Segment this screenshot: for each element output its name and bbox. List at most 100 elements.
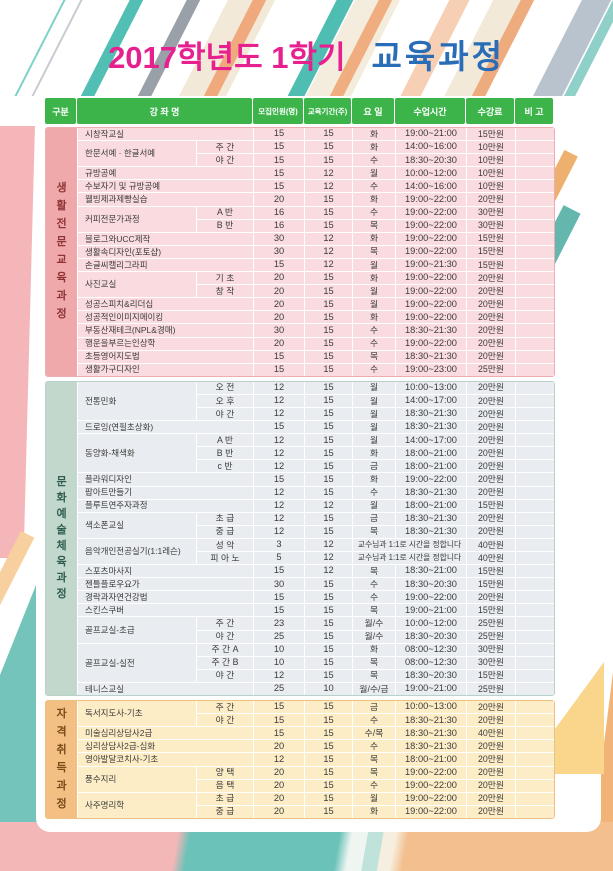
time-cell: 19:00~22:00: [396, 193, 466, 206]
time-cell: 18:30~21:30: [396, 714, 466, 727]
fee-cell: 10만원: [467, 141, 515, 154]
weeks-cell: 15: [305, 591, 352, 604]
fee-cell: 20만원: [467, 525, 515, 538]
remark-cell: [516, 714, 554, 727]
fee-cell: 20만원: [467, 407, 515, 421]
time-cell: 19:00~22:00: [396, 311, 466, 324]
category-char: 과: [56, 779, 67, 792]
class-sub-cell: 주 간: [197, 141, 253, 154]
fee-cell: 20만원: [467, 779, 515, 792]
capacity-cell: 15: [254, 701, 304, 714]
weeks-cell: 15: [305, 779, 352, 792]
fee-cell: 20만원: [467, 766, 515, 779]
left-pink-ribbon: [0, 126, 35, 558]
weeks-cell: 15: [305, 486, 352, 499]
category-char: 생: [56, 182, 67, 195]
title-subject: 교육과정: [371, 38, 505, 75]
course-name-cell: 풍수지리: [78, 766, 196, 792]
course-name-cell: 골프교실-실전: [78, 643, 196, 682]
header-cell-4: 요 일: [352, 98, 394, 124]
day-cell: 월: [353, 407, 395, 421]
day-cell: 수: [353, 591, 395, 604]
course-table-sections: 생 활 전 문 교 육 과 정 시창작교실 15 15 화 19:00~21:00 15만원 한문서예 · …: [45, 127, 555, 819]
weeks-cell: 15: [305, 792, 352, 805]
capacity-cell: 15: [254, 141, 304, 154]
weeks-cell: 15: [305, 298, 352, 311]
fee-cell: 15만원: [467, 604, 515, 617]
remark-cell: [516, 604, 554, 617]
weeks-cell: 15: [305, 324, 352, 337]
time-cell: 08:00~12:30: [396, 643, 466, 656]
fee-cell: 30만원: [467, 206, 515, 219]
class-sub-cell: 기 초: [197, 272, 253, 285]
course-name-cell: 팝아트만들기: [78, 486, 253, 499]
capacity-cell: 15: [254, 727, 304, 740]
capacity-cell: 30: [254, 324, 304, 337]
fee-cell: 20만원: [467, 421, 515, 434]
class-sub-cell: 야 간: [197, 154, 253, 167]
day-cell: 화: [353, 272, 395, 285]
weeks-cell: 15: [305, 753, 352, 766]
class-sub-cell: 중 급: [197, 805, 253, 818]
schedule-note-cell: 교수님과 1:1로 시간을 정합니다: [353, 552, 466, 565]
remark-cell: [516, 311, 554, 324]
fee-cell: 30만원: [467, 656, 515, 669]
time-cell: 18:30~21:30: [396, 350, 466, 363]
remark-cell: [516, 219, 554, 232]
weeks-cell: 15: [305, 350, 352, 363]
header-cell-2: 모집인원(명): [253, 98, 303, 124]
day-cell: 금: [353, 512, 395, 525]
fee-cell: 25만원: [467, 617, 515, 630]
weeks-cell: 15: [305, 381, 352, 394]
capacity-cell: 12: [254, 512, 304, 525]
weeks-cell: 15: [305, 141, 352, 154]
class-sub-cell: 주 간: [197, 701, 253, 714]
page-title: 2017학년도 1학기 교육과정: [0, 30, 613, 78]
weeks-cell: 12: [305, 167, 352, 180]
weeks-cell: 15: [305, 154, 352, 167]
fee-cell: 20만원: [467, 753, 515, 766]
day-cell: 금: [353, 460, 395, 473]
weeks-cell: 15: [305, 311, 352, 324]
capacity-cell: 20: [254, 272, 304, 285]
category-char: 활: [56, 200, 67, 213]
fee-cell: 20만원: [467, 298, 515, 311]
time-cell: 18:30~21:30: [396, 486, 466, 499]
course-name-cell: 심리상담사2급-심화: [78, 740, 253, 753]
capacity-cell: 12: [254, 525, 304, 538]
remark-cell: [516, 630, 554, 643]
fee-cell: 40만원: [467, 727, 515, 740]
remark-cell: [516, 298, 554, 311]
capacity-cell: 3: [254, 538, 304, 551]
capacity-cell: 12: [254, 486, 304, 499]
time-cell: 19:00~22:00: [396, 272, 466, 285]
weeks-cell: 15: [305, 578, 352, 591]
time-cell: 19:00~22:00: [396, 766, 466, 779]
remark-cell: [516, 740, 554, 753]
day-cell: 목: [353, 669, 395, 682]
capacity-cell: 20: [254, 792, 304, 805]
course-name-cell: 플라워디자인: [78, 473, 253, 486]
time-cell: 18:30~21:30: [396, 525, 466, 538]
time-cell: 19:00~22:00: [396, 779, 466, 792]
time-cell: 19:00~22:00: [396, 232, 466, 245]
time-cell: 19:00~22:00: [396, 792, 466, 805]
time-cell: 18:00~21:00: [396, 753, 466, 766]
time-cell: 18:30~21:30: [396, 324, 466, 337]
day-cell: 월: [353, 167, 395, 180]
fee-cell: 20만원: [467, 740, 515, 753]
capacity-cell: 16: [254, 206, 304, 219]
capacity-cell: 15: [254, 128, 304, 141]
header-cell-5: 수업시간: [395, 98, 465, 124]
class-sub-cell: 오 전: [197, 381, 253, 394]
course-name-cell: 초등영어지도법: [78, 350, 253, 363]
class-sub-cell: 주 간: [197, 617, 253, 630]
fee-cell: 25만원: [467, 630, 515, 643]
time-cell: 08:00~12:30: [396, 656, 466, 669]
weeks-cell: 15: [305, 525, 352, 538]
fee-cell: 20만원: [467, 805, 515, 818]
weeks-cell: 12: [305, 180, 352, 193]
remark-cell: [516, 394, 554, 407]
capacity-cell: 20: [254, 337, 304, 350]
